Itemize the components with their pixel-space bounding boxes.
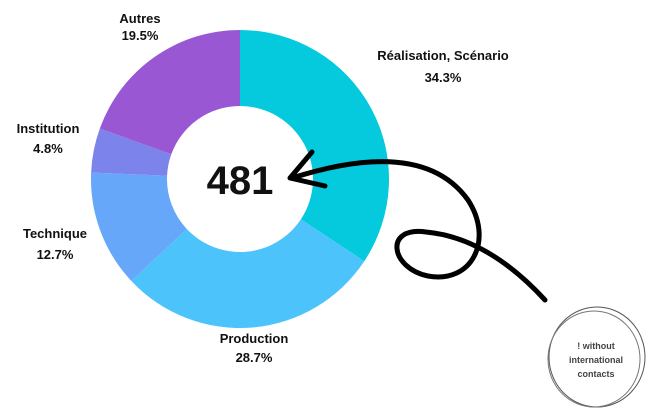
slice-label-institution: Institution bbox=[17, 121, 80, 136]
slice-label-autres: Autres bbox=[119, 11, 160, 26]
slice-percent-production: 28.7% bbox=[236, 350, 273, 365]
annotation-badge: ! without international contacts bbox=[547, 306, 646, 408]
slice-percent-technique: 12.7% bbox=[37, 247, 74, 262]
donut-slice-3 bbox=[91, 128, 172, 176]
slice-label-technique: Technique bbox=[23, 226, 87, 241]
slice-percent-realisation: 34.3% bbox=[425, 70, 462, 85]
center-total: 481 bbox=[207, 159, 274, 203]
slice-label-production: Production bbox=[220, 331, 289, 346]
badge-line-1: ! without bbox=[577, 341, 615, 351]
badge-line-3: contacts bbox=[577, 369, 614, 379]
donut-slices bbox=[91, 30, 389, 328]
donut-slice-4 bbox=[99, 30, 240, 155]
donut-slice-1 bbox=[131, 219, 365, 328]
badge-circle-inner bbox=[547, 310, 641, 408]
slice-percent-institution: 4.8% bbox=[33, 141, 63, 156]
loop-arrow-head bbox=[287, 149, 328, 189]
badge-line-2: international bbox=[569, 355, 623, 365]
slice-percent-autres: 19.5% bbox=[122, 28, 159, 43]
donut-slice-2 bbox=[91, 172, 187, 281]
donut-slice-0 bbox=[240, 30, 389, 262]
loop-arrow-line bbox=[289, 159, 548, 303]
slice-label-realisation: Réalisation, Scénario bbox=[377, 48, 509, 63]
